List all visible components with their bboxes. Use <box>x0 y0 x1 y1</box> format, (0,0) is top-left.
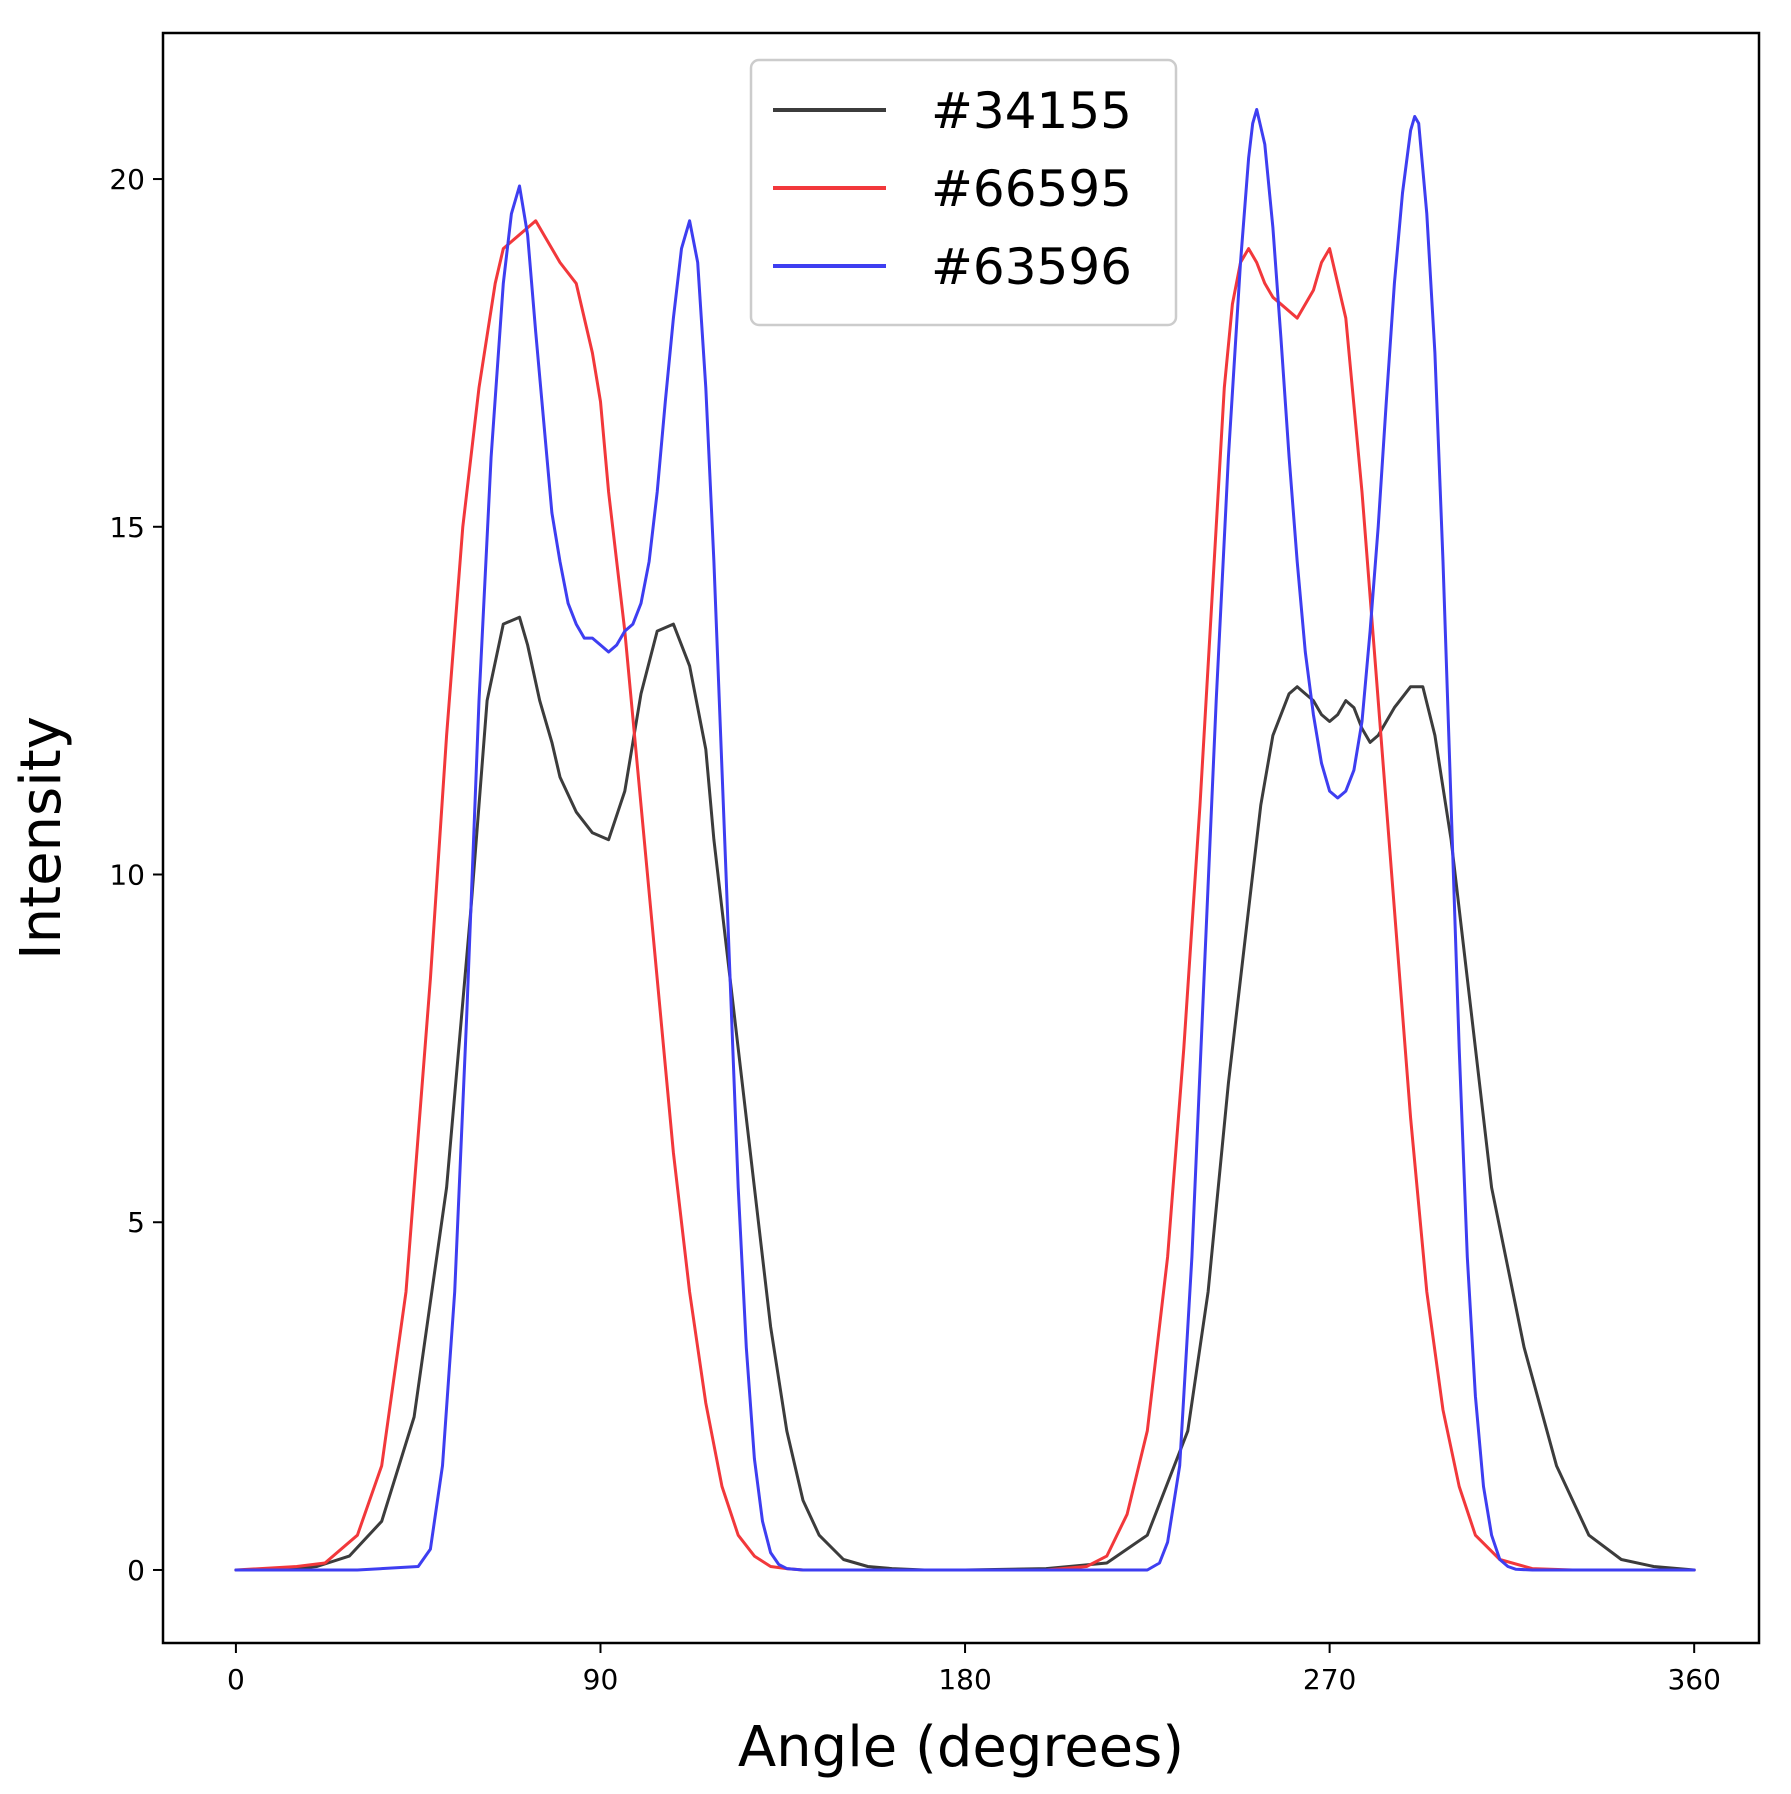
legend-label: #66595 <box>931 160 1132 218</box>
legend-label: #63596 <box>931 238 1132 296</box>
x-axis: 0 90 180 270 360 <box>227 1643 1721 1696</box>
plot-frame <box>161 31 1761 1645</box>
x-tick-label: 0 <box>227 1663 245 1696</box>
x-tick-label: 360 <box>1667 1663 1720 1696</box>
y-tick-label: 5 <box>127 1206 145 1239</box>
x-axis-title: Angle (degrees) <box>738 1715 1184 1780</box>
y-tick-label: 20 <box>109 163 145 196</box>
y-axis: 0 5 10 15 20 <box>109 163 163 1587</box>
y-tick-label: 0 <box>127 1554 145 1587</box>
x-tick-label: 270 <box>1303 1663 1356 1696</box>
legend-label: #34155 <box>931 82 1132 140</box>
y-tick-label: 15 <box>109 511 145 544</box>
x-tick-label: 90 <box>583 1663 619 1696</box>
series-layer <box>234 108 1696 1572</box>
y-axis-title: Intensity <box>9 716 74 960</box>
legend: #34155 #66595 #63596 <box>749 58 1178 327</box>
series-line-3 <box>234 108 1696 1572</box>
legend-box <box>749 58 1178 327</box>
x-tick-label: 180 <box>938 1663 991 1696</box>
y-tick-label: 10 <box>109 859 145 892</box>
